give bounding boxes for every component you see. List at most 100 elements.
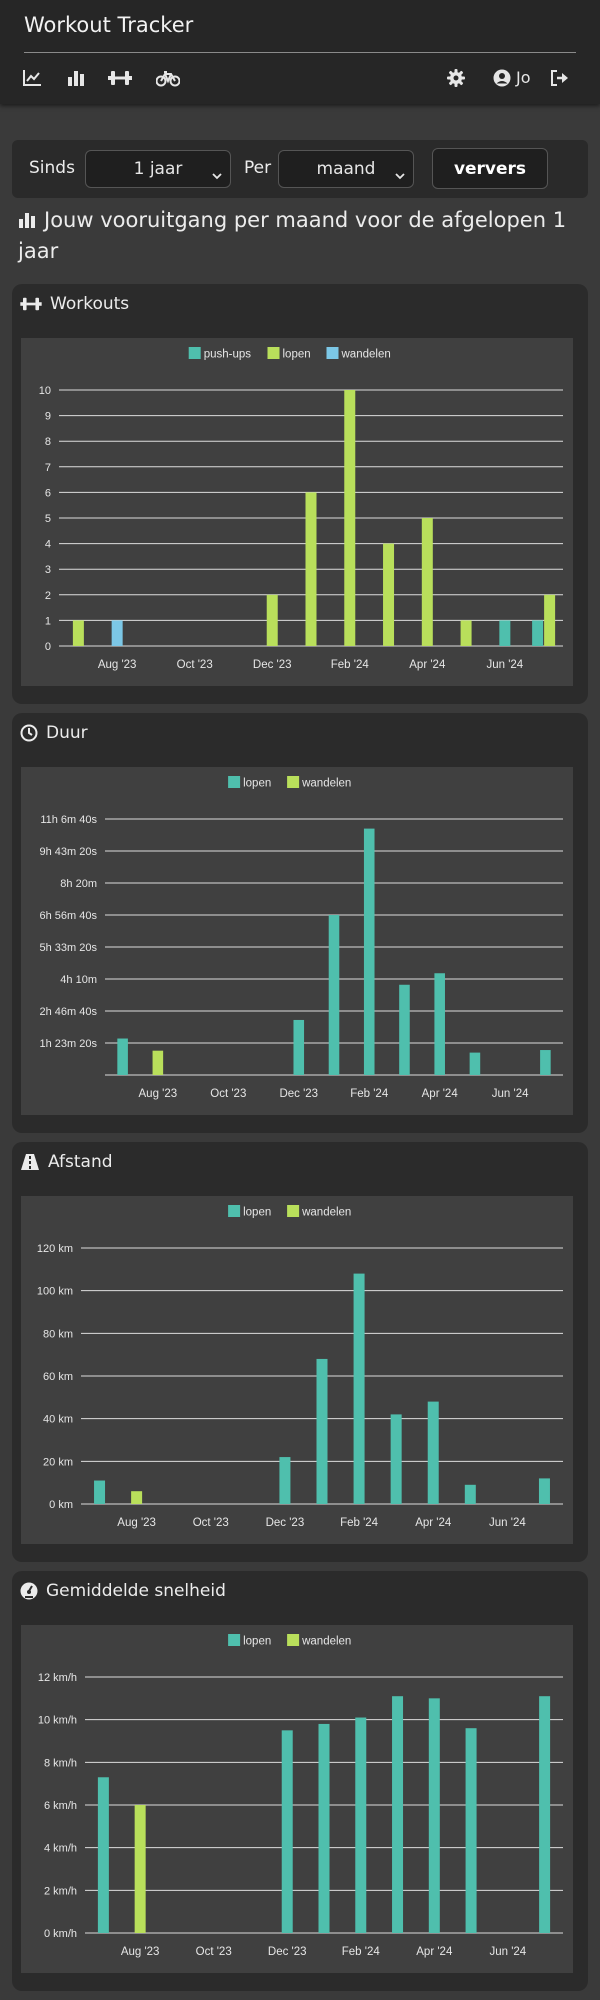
page-title-text: Jouw vooruitgang per maand voor de afgel…: [18, 208, 567, 263]
bar-lopen-7[interactable]: [344, 390, 356, 646]
bar-lopen-0[interactable]: [72, 620, 84, 646]
x-tick-label: Jun '24: [489, 1517, 526, 1529]
since-label: Sinds: [29, 158, 75, 178]
bar-lopen-8[interactable]: [399, 984, 410, 1075]
bar-lopen-12[interactable]: [538, 1478, 550, 1504]
user-circle-icon[interactable]: [490, 66, 514, 90]
bar-lopen-8[interactable]: [392, 1696, 404, 1933]
legend-swatch-lopen[interactable]: [228, 1205, 241, 1217]
bar-lopen-7[interactable]: [355, 1717, 367, 1933]
since-select-value: 1 jaar: [133, 159, 183, 179]
legend-swatch-wandelen[interactable]: [287, 1205, 300, 1217]
bar-lopen-5[interactable]: [279, 1457, 291, 1504]
bar-lopen-9[interactable]: [434, 973, 445, 1075]
legend-swatch-wandelen[interactable]: [326, 347, 339, 359]
y-tick-label: 120 km: [37, 1243, 73, 1255]
refresh-button[interactable]: ververs: [432, 148, 548, 189]
legend-swatch-lopen[interactable]: [228, 1634, 241, 1646]
bar-lopen-10[interactable]: [469, 1052, 481, 1075]
dumbbell-icon[interactable]: [108, 66, 132, 90]
legend-label-lopen[interactable]: lopen: [283, 349, 311, 361]
y-tick-label: 1h 23m 20s: [40, 1038, 98, 1050]
user-name[interactable]: Jo: [516, 68, 531, 87]
legend-label-wandelen[interactable]: wandelen: [301, 1207, 351, 1219]
per-select[interactable]: maand: [278, 150, 414, 188]
legend-swatch-wandelen[interactable]: [287, 1634, 300, 1646]
x-tick-label: Oct '23: [210, 1088, 246, 1100]
bar-wandelen-1[interactable]: [152, 1050, 164, 1075]
chart-line-icon[interactable]: [20, 66, 44, 90]
bar-lopen-9[interactable]: [421, 518, 433, 646]
legend-label-lopen[interactable]: lopen: [243, 1636, 271, 1648]
x-tick-label: Apr '24: [409, 659, 446, 671]
app-title[interactable]: Workout Tracker: [24, 13, 194, 37]
bar-push-ups-11[interactable]: [499, 620, 511, 646]
bar-wandelen-1[interactable]: [134, 1805, 146, 1933]
gear-icon[interactable]: [444, 66, 468, 90]
bar-lopen-10[interactable]: [464, 1484, 476, 1504]
legend-label-push-ups[interactable]: push-ups: [204, 349, 252, 361]
bar-wandelen-1[interactable]: [111, 620, 123, 646]
bar-lopen-7[interactable]: [353, 1273, 365, 1504]
y-tick-label: 40 km: [43, 1414, 73, 1426]
y-tick-label: 80 km: [43, 1328, 73, 1340]
y-tick-label: 10: [39, 385, 51, 397]
bar-lopen-5[interactable]: [281, 1730, 293, 1933]
legend-swatch-lopen[interactable]: [228, 776, 241, 788]
x-tick-label: Dec '23: [253, 659, 292, 671]
legend-swatch-lopen[interactable]: [267, 347, 280, 359]
bar-lopen-5[interactable]: [266, 594, 278, 646]
nav-divider: [24, 52, 576, 53]
bar-lopen-9[interactable]: [427, 1401, 439, 1504]
bar-lopen-10[interactable]: [465, 1728, 477, 1933]
snelheid-card: Gemiddelde snelheid lopen wandelen 0 km/h 2…: [12, 1571, 588, 1991]
bar-lopen-0[interactable]: [117, 1038, 128, 1075]
legend-label-wandelen[interactable]: wandelen: [301, 778, 351, 790]
y-tick-label: 4h 10m: [60, 974, 97, 986]
workouts-card: Workouts push-ups lopen wandelen 0 1 2 3 4 5 6 7 8 9…: [12, 284, 588, 704]
bar-lopen-8[interactable]: [390, 1414, 402, 1504]
legend-swatch-wandelen[interactable]: [287, 776, 300, 788]
bar-lopen-8[interactable]: [383, 543, 395, 646]
card-title-text: Workouts: [50, 294, 130, 314]
chevron-down-icon: [212, 165, 222, 185]
bar-lopen-6[interactable]: [318, 1723, 330, 1933]
chevron-down-icon: [395, 165, 405, 185]
bar-lopen-12[interactable]: [540, 1050, 551, 1075]
y-tick-label: 8: [45, 436, 51, 448]
road-icon: [20, 1153, 40, 1171]
bicycle-icon[interactable]: [156, 66, 180, 90]
bar-lopen-6[interactable]: [328, 915, 340, 1075]
legend-swatch-push-ups[interactable]: [188, 347, 201, 359]
legend-label-lopen[interactable]: lopen: [243, 1207, 271, 1219]
afstand-card-title: Afstand: [20, 1152, 113, 1172]
y-tick-label: 5: [45, 513, 51, 525]
logout-icon[interactable]: [548, 66, 572, 90]
bar-lopen-0[interactable]: [97, 1777, 109, 1933]
bar-lopen-6[interactable]: [316, 1358, 328, 1504]
bar-lopen-12[interactable]: [544, 594, 556, 646]
bar-lopen-7[interactable]: [363, 828, 375, 1075]
since-select[interactable]: 1 jaar: [85, 150, 231, 188]
legend-label-wandelen[interactable]: wandelen: [341, 349, 391, 361]
x-tick-label: Aug '23: [139, 1088, 178, 1100]
x-tick-label: Feb '24: [350, 1088, 389, 1100]
chart-bar-icon[interactable]: [64, 66, 88, 90]
bar-wandelen-1[interactable]: [131, 1491, 143, 1504]
legend-label-wandelen[interactable]: wandelen: [301, 1636, 351, 1648]
bar-lopen-0[interactable]: [94, 1480, 106, 1504]
snelheid-chart-svg: lopen wandelen 0 km/h 2 km/h 4 km/h 6 km/h 8 k…: [38, 1634, 563, 1958]
clock-icon: [20, 724, 38, 742]
y-tick-label: 60 km: [43, 1371, 73, 1383]
bar-lopen-10[interactable]: [460, 620, 472, 646]
bar-lopen-9[interactable]: [428, 1698, 440, 1933]
bar-lopen-12[interactable]: [539, 1696, 551, 1933]
bar-push-ups-12[interactable]: [532, 620, 544, 646]
x-tick-label: Apr '24: [422, 1088, 459, 1100]
bar-lopen-6[interactable]: [305, 492, 317, 646]
y-tick-label: 4 km/h: [44, 1843, 77, 1855]
legend-label-lopen[interactable]: lopen: [243, 778, 271, 790]
afstand-card: Afstand lopen wandelen 0 km 20 km 40 km 60 km…: [12, 1142, 588, 1562]
y-tick-label: 11h 6m 40s: [40, 814, 97, 826]
bar-lopen-5[interactable]: [293, 1019, 305, 1075]
